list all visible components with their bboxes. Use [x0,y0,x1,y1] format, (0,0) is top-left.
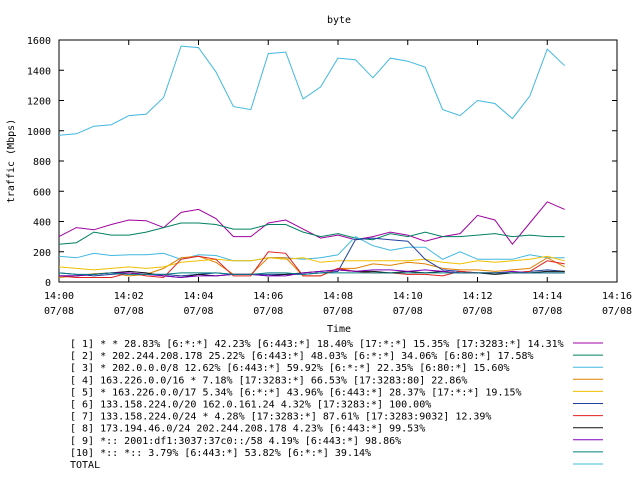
y-axis-label: traffic (Mbps) [6,119,17,203]
y-tick-label: 1200 [27,97,51,108]
legend-entry-label: [ 7] 133.158.224.0/24 * 4.28% [17:3283:*… [70,412,491,423]
y-tick-label: 400 [33,218,51,229]
legend-entry-label: TOTAL [70,460,100,471]
legend-entry-label: [ 8] 173.194.46.0/24 202.244.208.178 4.2… [70,424,425,435]
x-tick-date-label: 07/08 [602,306,632,317]
legend-entry-label: [ 1] * * 28.83% [6:*:*] 42.23% [6:443:*]… [70,339,564,350]
legend: [ 1] * * 28.83% [6:*:*] 42.23% [6:443:*]… [70,339,603,471]
x-tick-date-label: 07/08 [183,306,213,317]
legend-entry-label: [ 2] * 202.244.208.178 25.22% [6:443:*] … [70,351,534,362]
series-line-5 [58,255,565,271]
y-tick-label: 600 [33,187,51,198]
series-line-1 [58,201,565,246]
y-tick-label: 0 [45,278,51,289]
x-tick-time-label: 14:14 [532,291,562,302]
legend-entry-label: [ 3] * 202.0.0.0/8 12.62% [6:443:*] 59.9… [70,363,510,374]
y-axis-ticks: 0 200 400 600 800 1000 1200 1400 1600 [27,36,617,289]
legend-entry-label: [ 5] * 163.226.0.0/17 5.34% [6:*:*] 43.9… [70,387,522,398]
y-tick-label: 200 [33,248,51,259]
x-tick-time-label: 14:08 [323,291,353,302]
series-line-2 [58,222,565,245]
y-tick-label: 800 [33,157,51,168]
series-line-10 [58,272,565,275]
series-line-3 [58,235,565,262]
legend-entry-label: [10] *:: *:: 3.79% [6:443:*] 53.82% [6:*… [70,448,371,459]
legend-entry-label: [ 6] 133.158.224.0/20 162.0.161.24 4.32%… [70,400,431,411]
x-tick-time-label: 14:04 [183,291,213,302]
plot-area [58,39,618,283]
x-tick-date-label: 07/08 [323,306,353,317]
legend-entry-label: [ 4] 163.226.0.0/16 * 7.18% [17:3283:*] … [70,375,467,386]
chart-title: byte [327,15,351,26]
series-lines [58,45,566,279]
x-tick-date-label: 07/08 [253,306,283,317]
x-tick-date-label: 07/08 [462,306,492,317]
x-tick-time-label: 14:02 [114,291,144,302]
y-tick-label: 1600 [27,36,51,47]
series-line-11 [58,45,566,136]
x-tick-time-label: 14:00 [44,291,74,302]
x-tick-date-label: 07/08 [532,306,562,317]
x-tick-date-label: 07/08 [393,306,423,317]
x-tick-time-label: 14:12 [462,291,492,302]
series-line-6 [58,237,565,277]
x-tick-time-label: 14:10 [393,291,423,302]
x-tick-time-label: 14:06 [253,291,283,302]
legend-entry-label: [ 9] *:: 2001:df1:3037:37c0::/58 4.19% [… [70,436,401,447]
y-tick-label: 1000 [27,127,51,138]
x-tick-time-label: 14:16 [602,291,632,302]
x-axis-ticks: 14:00 07/08 14:02 07/08 14:04 07/08 14:06 07/08… [44,40,632,317]
x-tick-date-label: 07/08 [114,306,144,317]
x-tick-date-label: 07/08 [44,306,74,317]
y-tick-label: 1400 [27,66,51,77]
x-axis-label: Time [327,324,351,335]
